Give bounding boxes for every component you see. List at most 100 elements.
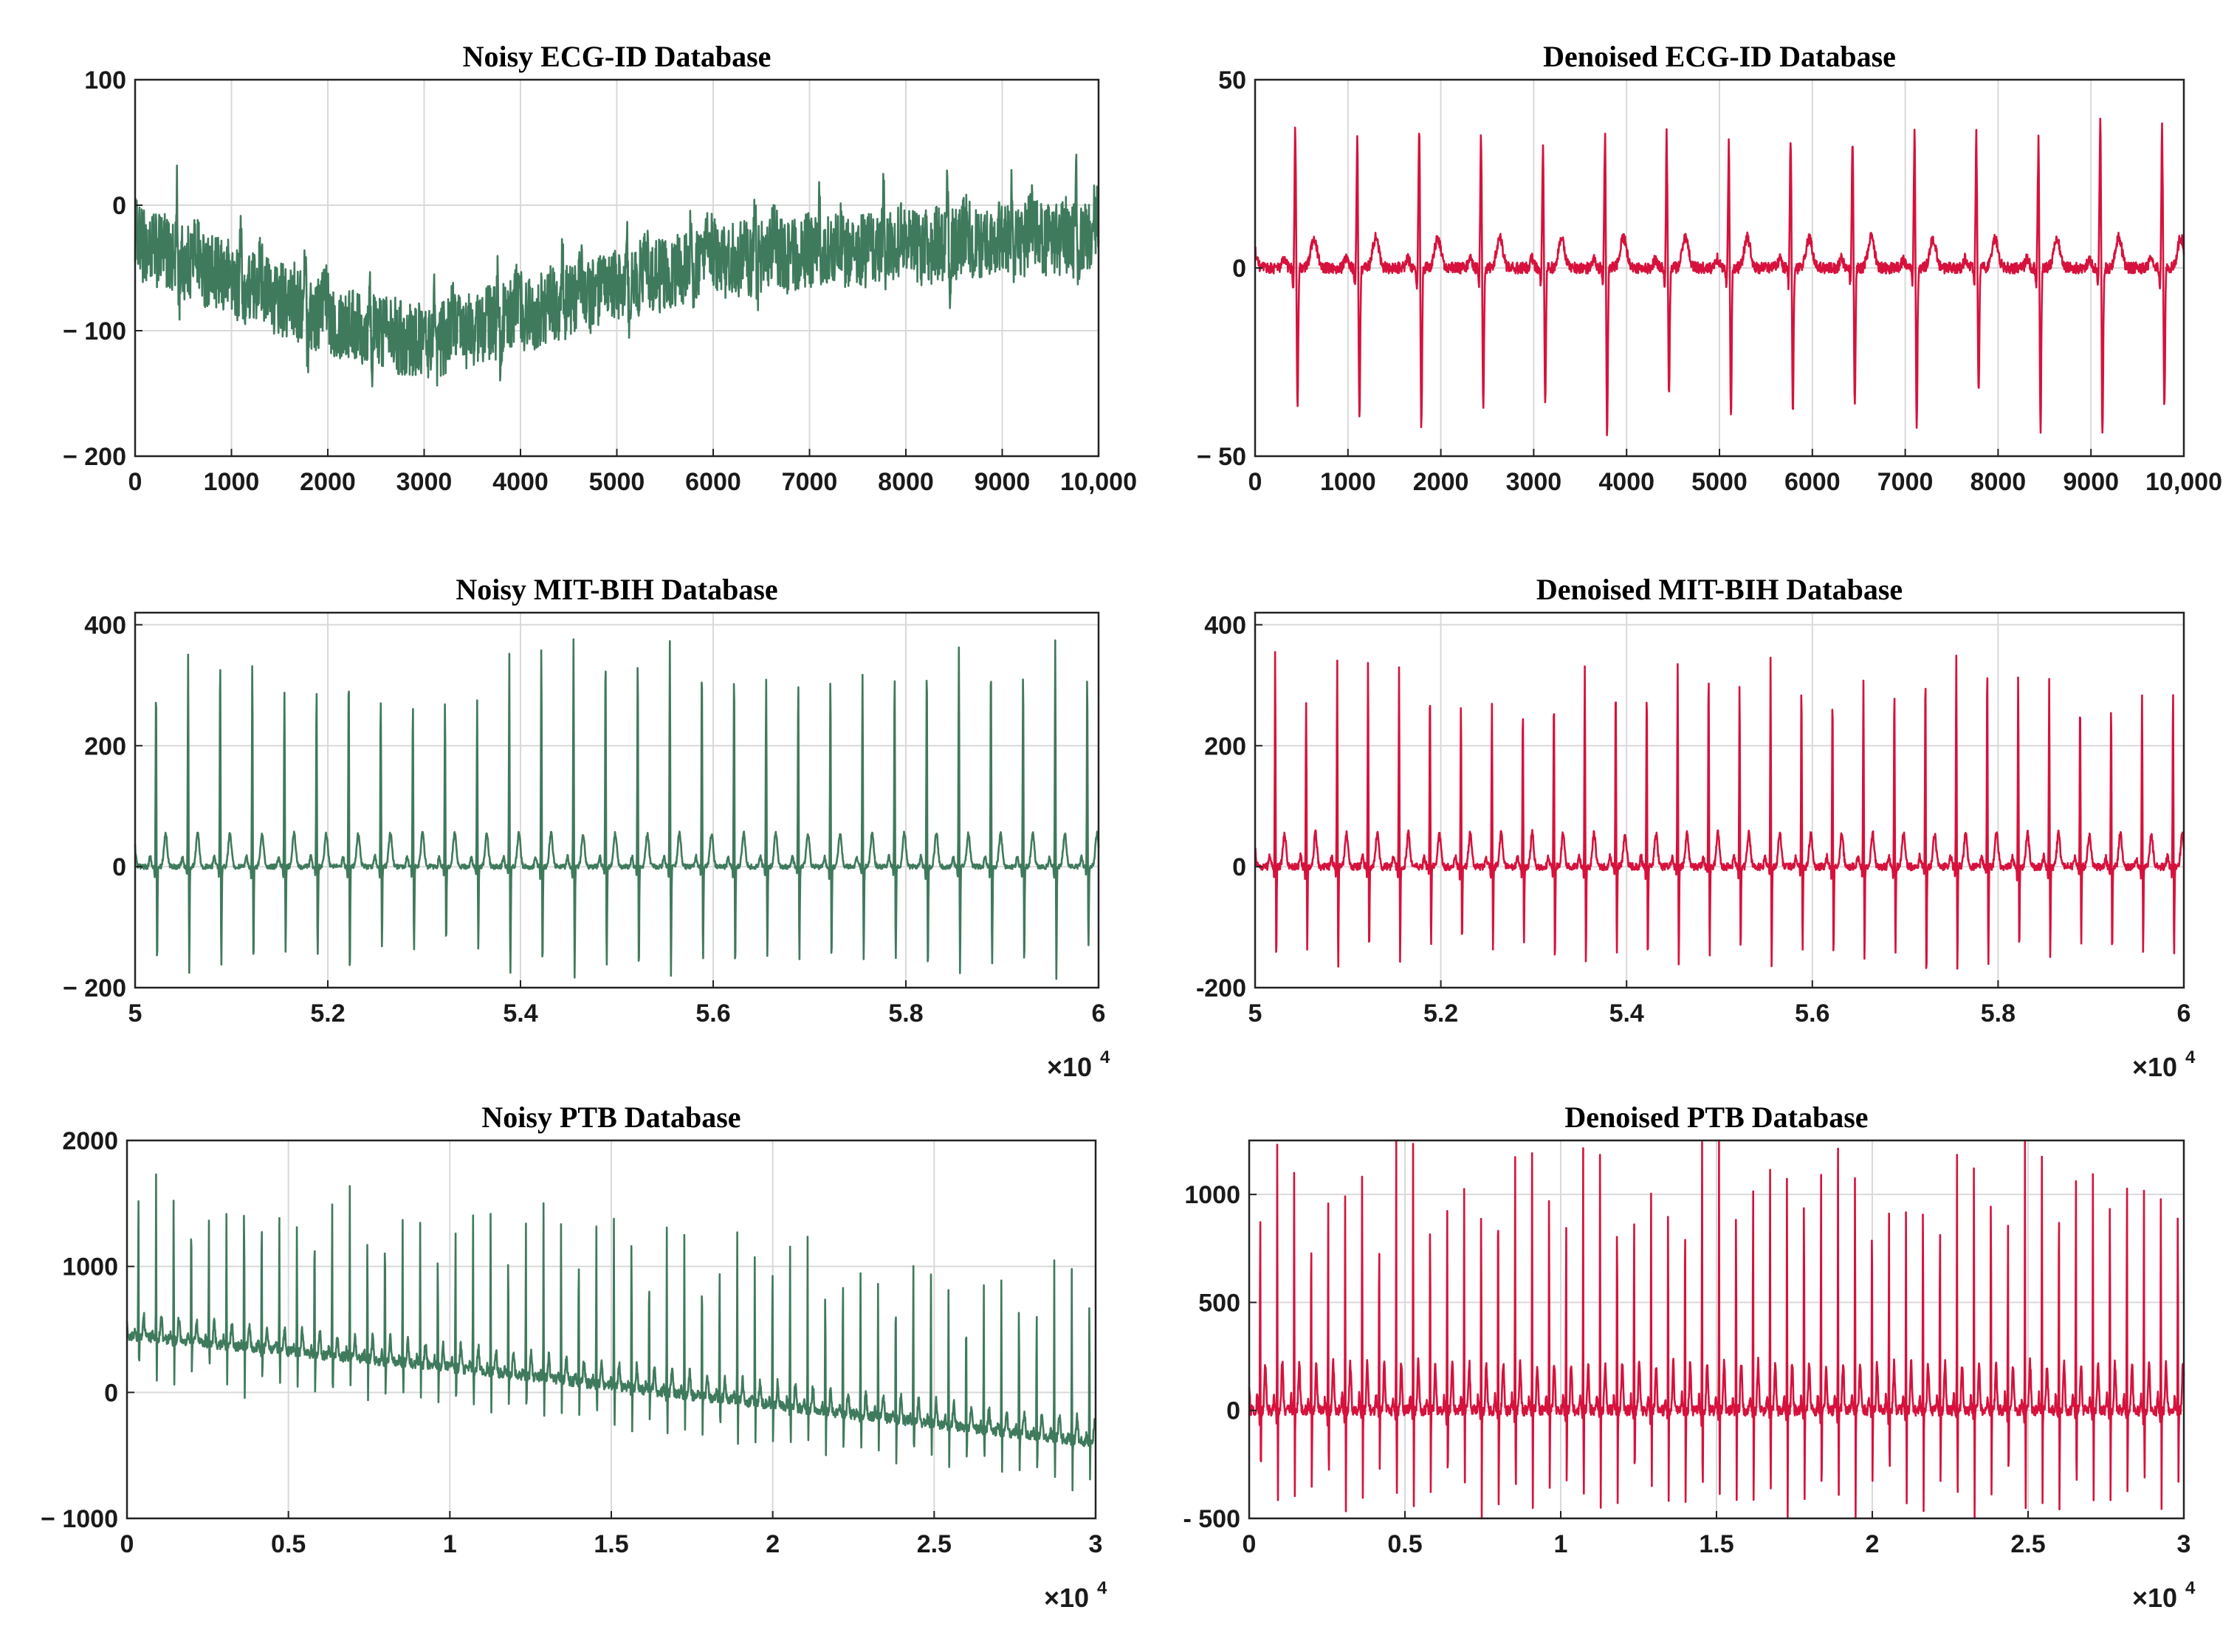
- x-multiplier: ×10: [1044, 1583, 1089, 1613]
- panel-title: Denoised MIT-BIH Database: [1536, 573, 1903, 606]
- y-tick-label: -200: [1196, 974, 1246, 1002]
- x-tick-label: 8000: [1970, 468, 2027, 496]
- y-tick-label: 200: [1204, 732, 1246, 760]
- x-tick-label: 5.4: [1609, 999, 1644, 1028]
- x-tick-label: 5: [128, 999, 142, 1028]
- x-tick-label: 3: [1089, 1530, 1103, 1558]
- x-tick-label: 5.6: [695, 999, 730, 1028]
- x-tick-label: 2: [1866, 1530, 1880, 1558]
- y-tick-label: 400: [1204, 611, 1246, 639]
- x-tick-label: 0: [1248, 468, 1262, 496]
- y-tick-label: 0: [1232, 255, 1246, 283]
- x-multiplier-exponent: 4: [2185, 1047, 2196, 1067]
- x-tick-label: 2000: [1413, 468, 1469, 496]
- x-multiplier: ×10: [2132, 1583, 2177, 1613]
- x-tick-label: 0.5: [1387, 1530, 1422, 1558]
- x-tick-label: 4000: [1598, 468, 1654, 496]
- x-tick-label: 3000: [396, 468, 453, 496]
- signal-line: [134, 638, 1100, 980]
- signal-line: [1254, 651, 2185, 970]
- x-tick-label: 8000: [878, 468, 934, 496]
- x-tick-label: 5000: [1691, 468, 1748, 496]
- x-multiplier-exponent: 4: [2185, 1578, 2196, 1598]
- x-tick-label: 6: [2177, 999, 2191, 1028]
- signal-line: [134, 154, 1100, 388]
- x-tick-label: 0: [1243, 1530, 1257, 1558]
- x-tick-label: 5.8: [1981, 999, 2016, 1028]
- x-tick-label: 6000: [685, 468, 741, 496]
- x-multiplier: ×10: [1047, 1052, 1092, 1082]
- x-tick-label: 1000: [1320, 468, 1376, 496]
- x-tick-label: 6: [1092, 999, 1106, 1028]
- x-tick-label: 2000: [300, 468, 356, 496]
- y-tick-label: - 500: [1183, 1505, 1241, 1533]
- y-tick-label: 0: [104, 1379, 118, 1407]
- x-tick-label: 6000: [1784, 468, 1841, 496]
- signal-line: [1248, 1139, 2185, 1520]
- y-tick-label: 2000: [62, 1127, 118, 1155]
- x-tick-label: 9000: [975, 468, 1031, 496]
- y-tick-label: 50: [1218, 66, 1246, 94]
- x-tick-label: 1.5: [1699, 1530, 1733, 1558]
- y-tick-label: − 50: [1197, 443, 1246, 471]
- y-tick-label: 1000: [62, 1253, 118, 1281]
- x-tick-label: 5.8: [888, 999, 923, 1028]
- y-tick-label: − 1000: [41, 1505, 118, 1533]
- x-tick-label: 0: [128, 468, 142, 496]
- y-tick-label: 500: [1198, 1289, 1240, 1317]
- signal-line: [126, 1173, 1097, 1492]
- x-tick-label: 1: [1554, 1530, 1568, 1558]
- panel-title: Noisy ECG-ID Database: [463, 40, 772, 73]
- x-tick-label: 5000: [589, 468, 645, 496]
- noisy-mitbih-panel: Noisy MIT-BIH Database 5 5.2 5.4 5.6 5.8 6 − 20…: [63, 573, 1110, 1082]
- y-tick-label: 200: [84, 732, 126, 760]
- y-tick-label: − 200: [63, 974, 126, 1002]
- panel-title: Noisy PTB Database: [481, 1101, 740, 1134]
- panel-title: Denoised PTB Database: [1564, 1101, 1868, 1134]
- axes-frame: [134, 611, 1100, 989]
- signal-line: [1254, 117, 2185, 436]
- y-tick-label: 0: [1226, 1397, 1240, 1425]
- x-tick-label: 2.5: [2010, 1530, 2045, 1558]
- x-tick-label: 1.5: [594, 1530, 628, 1558]
- x-tick-label: 5.2: [1423, 999, 1458, 1028]
- x-tick-label: 3: [2177, 1530, 2191, 1558]
- y-tick-label: 100: [84, 66, 126, 94]
- x-tick-label: 7000: [782, 468, 838, 496]
- y-tick-label: − 100: [63, 317, 126, 345]
- x-tick-label: 10,000: [2145, 468, 2222, 496]
- x-tick-label: 4000: [492, 468, 549, 496]
- x-tick-label: 2: [766, 1530, 780, 1558]
- x-tick-label: 3000: [1506, 468, 1562, 496]
- y-tick-label: 1000: [1184, 1181, 1240, 1209]
- y-tick-label: 0: [112, 853, 126, 881]
- x-tick-label: 5.4: [503, 999, 537, 1028]
- y-tick-label: − 200: [63, 443, 126, 471]
- y-tick-label: 0: [1232, 853, 1246, 881]
- x-tick-label: 7000: [1877, 468, 1934, 496]
- denoised-ecgid-panel: Denoised ECG-ID Database 0 1000 2000 3000 400…: [1197, 40, 2222, 496]
- x-tick-label: 5: [1248, 999, 1262, 1028]
- denoised-mitbih-panel: Denoised MIT-BIH Database 5 5.2 5.4 5.6 5.8 6 -…: [1196, 573, 2196, 1082]
- x-tick-label: 0.5: [271, 1530, 306, 1558]
- x-tick-label: 5.2: [310, 999, 345, 1028]
- y-tick-label: 0: [112, 192, 126, 220]
- panel-title: Denoised ECG-ID Database: [1543, 40, 1896, 73]
- x-tick-label: 10,000: [1060, 468, 1137, 496]
- x-multiplier-exponent: 4: [1100, 1047, 1110, 1067]
- axes-frame: [1254, 611, 2185, 989]
- x-tick-label: 2.5: [917, 1530, 952, 1558]
- x-tick-label: 0: [120, 1530, 134, 1558]
- x-tick-label: 5.6: [1795, 999, 1829, 1028]
- x-tick-label: 1: [443, 1530, 457, 1558]
- x-tick-label: 1000: [204, 468, 260, 496]
- y-tick-label: 400: [84, 611, 126, 639]
- x-multiplier: ×10: [2132, 1052, 2177, 1082]
- x-multiplier-exponent: 4: [1097, 1578, 1107, 1598]
- panel-title: Noisy MIT-BIH Database: [456, 573, 777, 606]
- x-tick-label: 9000: [2063, 468, 2119, 496]
